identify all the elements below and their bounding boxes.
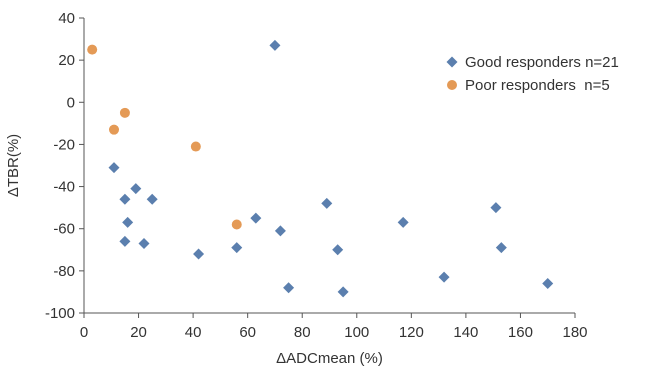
data-point-good-responder [119, 235, 131, 247]
data-point-good-responder [438, 271, 450, 283]
data-point-good-responder [250, 212, 262, 224]
data-point-good-responder [122, 216, 134, 228]
y-tick-label: -100 [45, 305, 75, 322]
x-axis-title: ΔADCmean (%) [276, 350, 383, 367]
data-point-good-responder [146, 193, 158, 205]
data-point-poor-responder [231, 219, 242, 230]
data-points [87, 39, 554, 298]
legend-label-poor: Poor responders n=5 [465, 77, 610, 94]
axes [83, 18, 575, 314]
x-tick-label: 40 [185, 324, 202, 341]
y-tick-label: 40 [58, 10, 75, 27]
data-point-good-responder [332, 244, 344, 256]
y-tick-label: -60 [53, 221, 75, 238]
x-axis-ticks: 0 20 40 60 80 100 120 140 160 180 [80, 313, 588, 341]
x-tick-label: 80 [294, 324, 311, 341]
data-point-good-responder [495, 242, 507, 254]
data-point-good-responder [283, 282, 295, 294]
data-point-poor-responder [109, 124, 120, 135]
x-tick-label: 180 [562, 324, 587, 341]
data-point-good-responder [337, 286, 349, 298]
y-tick-label: 0 [67, 94, 75, 111]
x-tick-label: 20 [130, 324, 147, 341]
legend: Good responders n=21 Poor responders n=5 [446, 54, 619, 94]
data-point-good-responder [321, 197, 333, 209]
data-point-good-responder [274, 225, 286, 237]
data-point-good-responder [231, 242, 243, 254]
data-point-poor-responder [119, 107, 130, 118]
y-axis-title: ΔTBR(%) [5, 134, 22, 197]
y-tick-label: 20 [58, 52, 75, 69]
x-tick-label: 60 [239, 324, 256, 341]
data-point-good-responder [269, 39, 281, 51]
legend-item-poor: Poor responders n=5 [447, 77, 610, 94]
y-tick-label: -80 [53, 263, 75, 280]
y-tick-label: -40 [53, 179, 75, 196]
x-tick-label: 0 [80, 324, 88, 341]
data-point-good-responder [193, 248, 205, 260]
data-point-good-responder [542, 278, 554, 289]
data-point-poor-responder [190, 141, 201, 152]
data-point-good-responder [108, 162, 120, 174]
legend-label-good: Good responders n=21 [465, 54, 619, 71]
data-point-good-responder [490, 202, 502, 214]
legend-marker-diamond [446, 56, 458, 68]
data-point-poor-responder [87, 44, 98, 55]
data-point-good-responder [130, 183, 142, 195]
x-tick-label: 140 [453, 324, 478, 341]
data-point-good-responder [397, 216, 409, 228]
data-point-good-responder [119, 193, 131, 205]
legend-marker-circle [447, 80, 457, 90]
y-axis-ticks: 40 20 0 -20 -40 -60 -80 -100 [45, 10, 84, 322]
legend-item-good: Good responders n=21 [446, 54, 619, 71]
x-tick-label: 160 [508, 324, 533, 341]
x-tick-label: 120 [399, 324, 424, 341]
data-point-good-responder [138, 237, 150, 249]
y-tick-label: -20 [53, 136, 75, 153]
x-tick-label: 100 [344, 324, 369, 341]
